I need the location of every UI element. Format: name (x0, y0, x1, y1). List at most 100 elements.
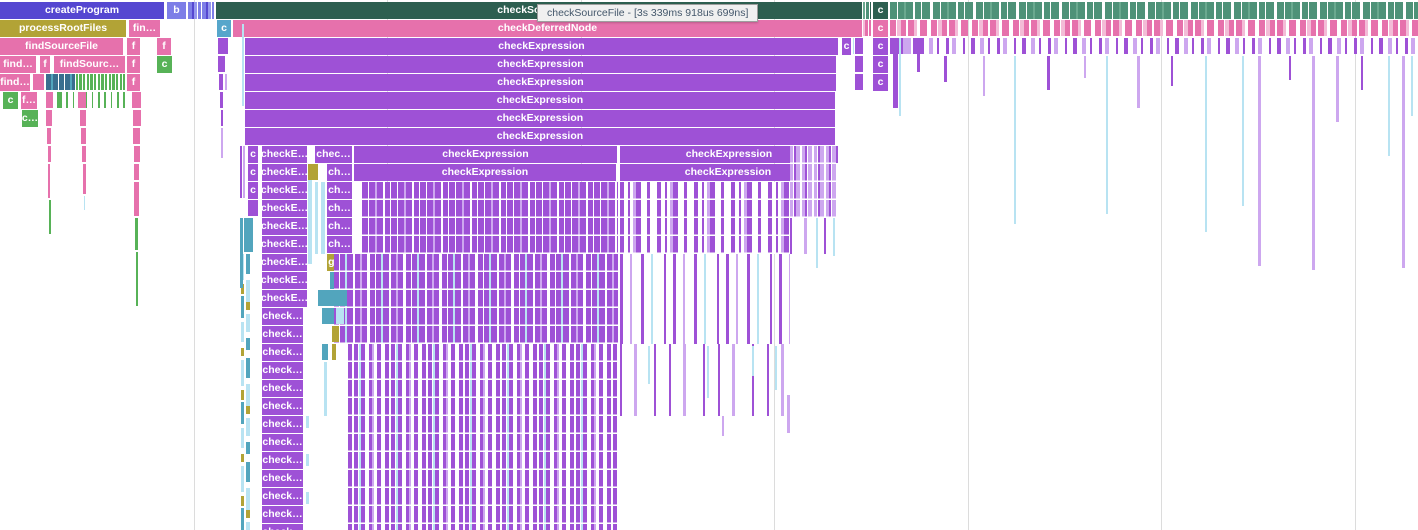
frame-fragment[interactable] (322, 344, 328, 360)
frame-cluster[interactable] (863, 2, 871, 19)
frame-fragment[interactable] (1312, 56, 1315, 270)
frame-fragment[interactable] (983, 56, 985, 96)
frame-c[interactable]: c (842, 38, 851, 55)
frame-check[interactable]: check… (262, 452, 303, 469)
frame-check[interactable]: check… (262, 398, 303, 415)
frame-chec[interactable]: chec… (315, 146, 352, 163)
frame-fragment[interactable] (84, 196, 85, 210)
frame-fragment[interactable] (135, 218, 138, 250)
frame-fragment[interactable] (833, 218, 835, 256)
frame-fragment[interactable] (855, 38, 863, 54)
frame-fragment[interactable] (134, 164, 139, 180)
frame-fragment[interactable] (893, 38, 898, 108)
frame-cluster[interactable] (46, 74, 75, 90)
frame-cluster[interactable] (790, 146, 836, 218)
frame-fragment[interactable] (899, 38, 901, 116)
frame-checkexpression[interactable]: checkExpression (245, 92, 835, 109)
frame-b[interactable]: b (167, 2, 186, 19)
frame-c[interactable]: c (873, 38, 888, 55)
frame-checkexpression[interactable]: checkExpression (245, 38, 838, 55)
frame-fragment[interactable] (336, 308, 344, 324)
frame-fragment[interactable] (80, 110, 86, 126)
frame-check[interactable]: check… (262, 344, 303, 361)
frame-fragment[interactable] (134, 182, 139, 216)
frame-cluster[interactable] (890, 20, 1418, 36)
frame-checke[interactable]: checkE… (262, 164, 307, 181)
frame-fragment[interactable] (318, 290, 347, 306)
frame-check[interactable]: check… (262, 326, 303, 343)
frame-createprogram[interactable]: createProgram (0, 2, 164, 19)
frame-checke[interactable]: checkE… (262, 254, 307, 271)
frame-fragment[interactable] (243, 146, 245, 198)
frame-fragment[interactable] (1242, 56, 1244, 206)
frame-ch[interactable]: ch… (327, 182, 352, 199)
frame-check[interactable]: check… (262, 416, 303, 433)
frame-fragment[interactable] (219, 74, 223, 90)
frame-cluster[interactable] (620, 344, 790, 416)
frame-c[interactable]: c (873, 74, 888, 91)
frame-fragment[interactable] (1106, 56, 1108, 214)
frame-fin[interactable]: fin… (129, 20, 160, 37)
frame-fragment[interactable] (324, 362, 327, 416)
frame-checkexpression[interactable]: checkExpression (620, 146, 838, 163)
frame-checkexpression[interactable]: checkExpression (245, 74, 836, 91)
frame-fragment[interactable] (944, 56, 947, 82)
frame-fragment[interactable] (322, 308, 334, 324)
frame-checke[interactable]: checkE… (262, 290, 307, 307)
frame-c[interactable]: c (248, 182, 258, 199)
frame-cluster[interactable] (188, 2, 214, 19)
frame-findsourcefile[interactable]: findSourceFile (0, 38, 123, 55)
frame-fragment[interactable] (81, 128, 86, 144)
frame-fragment[interactable] (853, 38, 854, 54)
frame-f[interactable]: f… (21, 92, 37, 109)
frame-cluster[interactable] (241, 254, 244, 530)
frame-find[interactable]: find… (0, 74, 30, 91)
frame-cluster[interactable] (334, 254, 618, 344)
frame-fragment[interactable] (332, 344, 336, 360)
frame-find[interactable]: find… (0, 56, 36, 73)
frame-fragment[interactable] (1289, 56, 1291, 80)
frame-fragment[interactable] (240, 218, 243, 288)
frame-fragment[interactable] (133, 110, 141, 126)
frame-fragment[interactable] (775, 346, 777, 390)
frame-fragment[interactable] (1171, 56, 1173, 86)
frame-check[interactable]: check… (262, 380, 303, 397)
frame-cluster[interactable] (620, 254, 790, 344)
frame-fragment[interactable] (33, 74, 44, 90)
frame-check[interactable]: check… (262, 524, 303, 530)
frame-fragment[interactable] (855, 56, 863, 72)
frame-cluster[interactable] (306, 416, 309, 530)
frame-checke[interactable]: checkE… (262, 146, 307, 163)
frame-checkexpression[interactable]: checkExpression (620, 164, 836, 181)
frame-fragment[interactable] (308, 166, 312, 264)
frame-checkexpression[interactable]: checkExpression (354, 164, 616, 181)
frame-fragment[interactable] (1336, 56, 1339, 122)
frame-fragment[interactable] (722, 416, 724, 436)
frame-fragment[interactable] (1014, 56, 1016, 224)
frame-fragment[interactable] (648, 346, 650, 384)
frame-fragment[interactable] (816, 218, 818, 268)
frame-fragment[interactable] (82, 146, 86, 162)
frame-checkexpression[interactable]: checkExpression (245, 128, 835, 145)
frame-c[interactable]: c (248, 146, 258, 163)
frame-check[interactable]: check… (262, 488, 303, 505)
frame-checkexpression[interactable]: checkExpression (354, 146, 617, 163)
frame-c[interactable]: c (248, 164, 258, 181)
frame-fragment[interactable] (244, 218, 253, 252)
frame-fragment[interactable] (752, 346, 754, 376)
frame-c[interactable]: c (873, 2, 888, 19)
frame-cluster[interactable] (790, 218, 835, 254)
frame-fragment[interactable] (308, 164, 318, 180)
frame-f[interactable]: f (127, 38, 140, 55)
frame-fragment[interactable] (315, 182, 318, 254)
frame-fragment[interactable] (221, 110, 223, 126)
frame-c[interactable]: c (157, 56, 172, 73)
frame-fragment[interactable] (47, 128, 51, 144)
frame-f[interactable]: f (157, 38, 171, 55)
frame-cluster[interactable] (246, 254, 250, 530)
frame-fragment[interactable] (707, 346, 709, 398)
frame-fragment[interactable] (787, 395, 790, 433)
frame-ch[interactable]: ch… (327, 164, 352, 181)
frame-check[interactable]: check… (262, 362, 303, 379)
frame-check[interactable]: check… (262, 506, 303, 523)
